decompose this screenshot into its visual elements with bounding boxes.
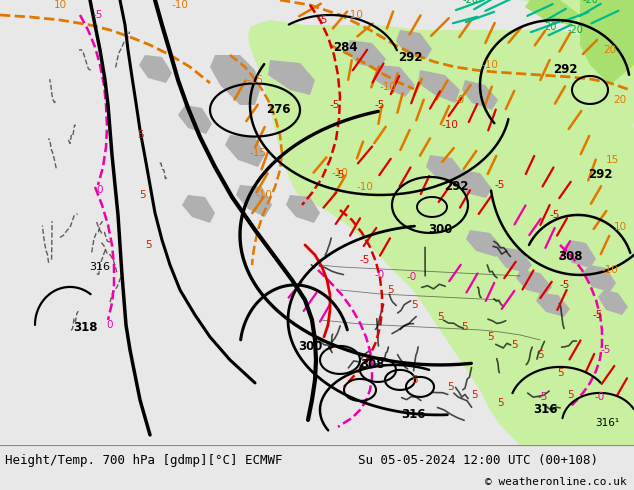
Polygon shape xyxy=(236,185,272,217)
Text: -5: -5 xyxy=(495,180,505,190)
Text: -5: -5 xyxy=(335,170,345,180)
Text: -10: -10 xyxy=(172,0,188,10)
Text: 292: 292 xyxy=(588,169,612,181)
Text: -5: -5 xyxy=(550,210,560,220)
Text: 292: 292 xyxy=(398,51,422,65)
Text: -10: -10 xyxy=(441,120,458,130)
Text: -15: -15 xyxy=(247,75,264,85)
Text: -0: -0 xyxy=(407,272,417,282)
Text: 5: 5 xyxy=(139,190,145,200)
Polygon shape xyxy=(225,135,265,167)
Text: 308: 308 xyxy=(359,358,384,371)
Text: 5: 5 xyxy=(387,285,393,295)
Polygon shape xyxy=(178,105,212,134)
Text: 5: 5 xyxy=(496,398,503,408)
Text: -10: -10 xyxy=(356,182,373,192)
Text: -5: -5 xyxy=(601,345,611,355)
Polygon shape xyxy=(598,290,628,315)
Polygon shape xyxy=(346,40,386,69)
Polygon shape xyxy=(536,293,570,317)
Polygon shape xyxy=(426,155,465,185)
Text: -5: -5 xyxy=(538,392,548,402)
Polygon shape xyxy=(456,170,492,198)
Text: 15: 15 xyxy=(605,155,619,165)
Polygon shape xyxy=(396,30,432,59)
Text: -5: -5 xyxy=(375,100,385,110)
Text: 300: 300 xyxy=(428,223,452,237)
Text: -0: -0 xyxy=(595,392,605,402)
Text: 5: 5 xyxy=(487,332,493,342)
Text: © weatheronline.co.uk: © weatheronline.co.uk xyxy=(484,477,626,487)
Polygon shape xyxy=(310,0,634,125)
Polygon shape xyxy=(462,80,498,110)
Text: 5: 5 xyxy=(145,240,152,250)
Polygon shape xyxy=(286,195,320,223)
Text: 10: 10 xyxy=(614,222,626,232)
Text: 10: 10 xyxy=(53,0,67,10)
Text: 20: 20 xyxy=(614,95,626,105)
Text: 5: 5 xyxy=(472,390,478,400)
Text: 0: 0 xyxy=(107,320,113,330)
Polygon shape xyxy=(268,60,315,95)
Text: 5: 5 xyxy=(462,322,469,332)
Text: 5: 5 xyxy=(411,300,418,310)
Text: -5: -5 xyxy=(330,100,340,110)
Text: 5: 5 xyxy=(567,390,573,400)
Text: 284: 284 xyxy=(333,42,358,54)
Polygon shape xyxy=(182,195,215,223)
Text: -5: -5 xyxy=(560,280,570,290)
Text: -5: -5 xyxy=(360,255,370,265)
Polygon shape xyxy=(139,55,172,83)
Polygon shape xyxy=(516,270,552,295)
Text: -10: -10 xyxy=(482,60,498,70)
Text: 316: 316 xyxy=(533,403,557,416)
Text: 308: 308 xyxy=(558,250,582,264)
Text: -5: -5 xyxy=(318,15,328,25)
Polygon shape xyxy=(580,0,634,85)
Polygon shape xyxy=(582,265,616,292)
Text: 5: 5 xyxy=(512,340,519,350)
Text: 292: 292 xyxy=(553,64,577,76)
Text: -20: -20 xyxy=(582,0,598,5)
Text: -10: -10 xyxy=(332,168,349,178)
Text: -0: -0 xyxy=(375,270,385,280)
Text: 316¹: 316¹ xyxy=(595,418,619,428)
Text: -0: -0 xyxy=(455,95,465,105)
Text: 300: 300 xyxy=(298,341,322,353)
Text: 292: 292 xyxy=(444,180,469,194)
Text: 20: 20 xyxy=(604,45,616,55)
Text: -10: -10 xyxy=(347,10,363,20)
Text: 20: 20 xyxy=(544,22,556,32)
Polygon shape xyxy=(248,20,634,445)
Text: 5: 5 xyxy=(557,368,564,378)
Text: 318: 318 xyxy=(73,321,97,335)
Text: Height/Temp. 700 hPa [gdmp][°C] ECMWF: Height/Temp. 700 hPa [gdmp][°C] ECMWF xyxy=(5,454,283,467)
Text: -10: -10 xyxy=(380,82,396,92)
Text: 276: 276 xyxy=(266,103,290,117)
Text: 5: 5 xyxy=(411,375,418,385)
Text: 5: 5 xyxy=(437,312,443,322)
Text: 5: 5 xyxy=(447,382,453,392)
Polygon shape xyxy=(375,65,415,97)
Text: -5: -5 xyxy=(93,10,103,20)
Text: -10: -10 xyxy=(602,265,618,275)
Text: 316: 316 xyxy=(401,409,425,421)
Polygon shape xyxy=(580,195,634,445)
Polygon shape xyxy=(496,247,532,273)
Polygon shape xyxy=(466,230,502,257)
Text: -15: -15 xyxy=(250,148,266,158)
Text: -20: -20 xyxy=(567,25,583,35)
Text: -10: -10 xyxy=(256,190,273,200)
Text: -20: -20 xyxy=(462,0,478,5)
Text: -5: -5 xyxy=(593,310,603,320)
Text: Su 05-05-2024 12:00 UTC (00+108): Su 05-05-2024 12:00 UTC (00+108) xyxy=(358,454,598,467)
Polygon shape xyxy=(210,55,260,105)
Text: 0: 0 xyxy=(97,185,103,195)
Polygon shape xyxy=(562,240,596,268)
Text: 316: 316 xyxy=(89,262,110,272)
Text: 5: 5 xyxy=(137,130,143,140)
Polygon shape xyxy=(525,0,580,25)
Polygon shape xyxy=(418,70,460,103)
Text: 5: 5 xyxy=(537,350,543,360)
